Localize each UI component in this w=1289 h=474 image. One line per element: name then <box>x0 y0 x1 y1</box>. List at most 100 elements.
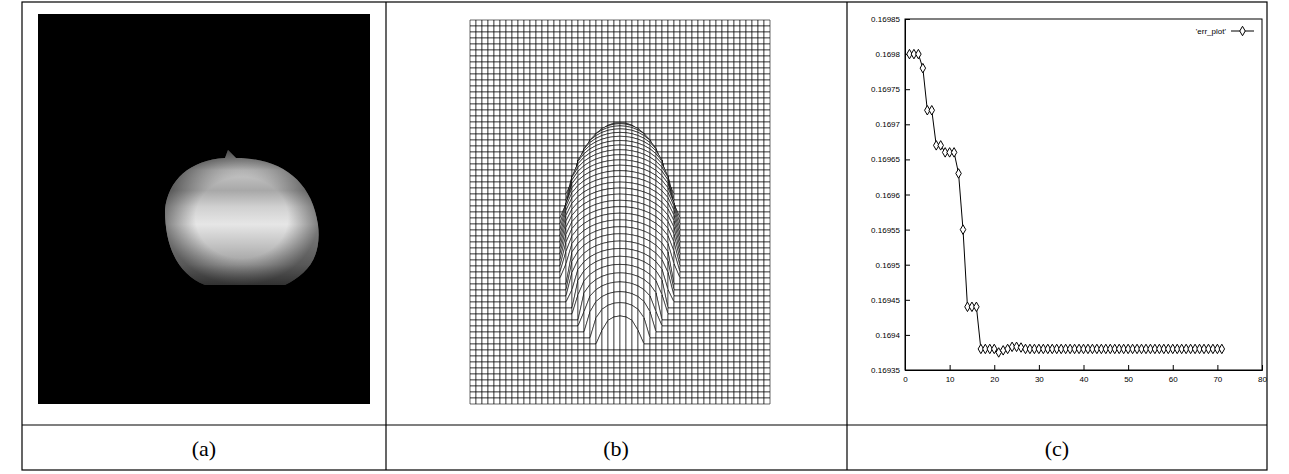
mesh-cell <box>656 140 662 146</box>
mesh-cell <box>686 32 692 38</box>
mesh-cell <box>536 242 542 248</box>
mesh-cell <box>680 248 686 254</box>
mesh-cell <box>740 218 746 224</box>
mesh-cell <box>716 104 722 110</box>
mesh-cell <box>764 248 770 254</box>
mesh-cell <box>626 86 632 92</box>
mesh-cell <box>614 145 620 150</box>
mesh-cell <box>710 182 716 188</box>
mesh-cell <box>530 254 536 260</box>
mesh-cell <box>470 212 476 218</box>
mesh-cell <box>704 164 710 170</box>
mesh-cell <box>572 26 578 32</box>
mesh-cell <box>716 26 722 32</box>
mesh-cell <box>734 26 740 32</box>
mesh-cell <box>692 242 698 248</box>
mesh-cell <box>488 248 494 254</box>
mesh-cell <box>710 62 716 68</box>
mesh-cell <box>728 110 734 116</box>
mesh-cell <box>686 200 692 206</box>
mesh-cell <box>566 38 572 44</box>
mesh-cell <box>506 176 512 182</box>
mesh-cell <box>560 182 566 188</box>
mesh-cell <box>482 242 488 248</box>
mesh-cell <box>572 140 578 146</box>
mesh-cell <box>686 212 692 218</box>
mesh-cell <box>518 182 524 188</box>
mesh-cell <box>578 116 584 122</box>
mesh-cell <box>566 86 572 92</box>
mesh-cell <box>590 26 596 32</box>
mesh-cell <box>698 212 704 218</box>
mesh-cell <box>506 92 512 98</box>
mesh-cell <box>716 152 722 158</box>
mesh-cell <box>704 218 710 224</box>
caption-divider <box>22 424 1267 425</box>
mesh-cell <box>542 182 548 188</box>
mesh-cell <box>584 134 590 140</box>
mesh-cell <box>476 128 482 134</box>
mesh-cell <box>470 128 476 134</box>
mesh-cell <box>488 56 494 62</box>
mesh-cell <box>506 56 512 62</box>
image-shade <box>165 150 319 285</box>
mesh-cell <box>650 80 656 86</box>
mesh-cell <box>638 62 644 68</box>
mesh-cell <box>680 158 686 164</box>
mesh-cell <box>680 38 686 44</box>
mesh-cell <box>632 116 638 122</box>
mesh-cell <box>656 38 662 44</box>
mesh-cell <box>692 188 698 194</box>
mesh-cell <box>722 188 728 194</box>
mesh-cell <box>560 50 566 56</box>
mesh-cell <box>500 242 506 248</box>
mesh-cell <box>542 44 548 50</box>
mesh-cell <box>662 62 668 68</box>
mesh-cell <box>716 194 722 200</box>
mesh-cell <box>500 176 506 182</box>
mesh-cell <box>632 104 638 110</box>
mesh-cell <box>518 56 524 62</box>
mesh-cell <box>536 92 542 98</box>
mesh-cell <box>722 206 728 212</box>
mesh-cell <box>680 128 686 134</box>
mesh-cell <box>734 104 740 110</box>
mesh-cell <box>764 152 770 158</box>
mesh-cell <box>644 122 650 128</box>
mesh-cell <box>548 212 554 218</box>
mesh-cell <box>476 50 482 56</box>
mesh-cell <box>470 92 476 98</box>
mesh-cell <box>710 188 716 194</box>
mesh-cell <box>602 110 608 116</box>
mesh-cell <box>668 116 674 122</box>
mesh-cell <box>668 32 674 38</box>
mesh-cell <box>716 176 722 182</box>
mesh-cell <box>680 62 686 68</box>
panel-caption: (a) <box>192 436 216 461</box>
mesh-cell <box>542 38 548 44</box>
mesh-cell <box>566 26 572 32</box>
mesh-cell <box>746 32 752 38</box>
mesh-cell <box>554 248 560 254</box>
mesh-cell <box>506 134 512 140</box>
mesh-cell <box>602 56 608 62</box>
mesh-cell <box>512 62 518 68</box>
mesh-cell <box>626 56 632 62</box>
mesh-cell <box>680 122 686 128</box>
mesh-cell <box>644 56 650 62</box>
mesh-cell <box>518 164 524 170</box>
mesh-cell <box>530 158 536 164</box>
mesh-cell <box>590 92 596 98</box>
mesh-cell <box>650 38 656 44</box>
mesh-cell <box>506 32 512 38</box>
mesh-cell <box>740 248 746 254</box>
mesh-cell <box>542 62 548 68</box>
mesh-cell <box>734 32 740 38</box>
mesh-cell <box>584 128 590 134</box>
mesh-cell <box>710 26 716 32</box>
mesh-cell <box>596 62 602 68</box>
mesh-cell <box>560 68 566 74</box>
mesh-cell <box>692 248 698 254</box>
mesh-cell <box>530 32 536 38</box>
mesh-cell <box>710 56 716 62</box>
